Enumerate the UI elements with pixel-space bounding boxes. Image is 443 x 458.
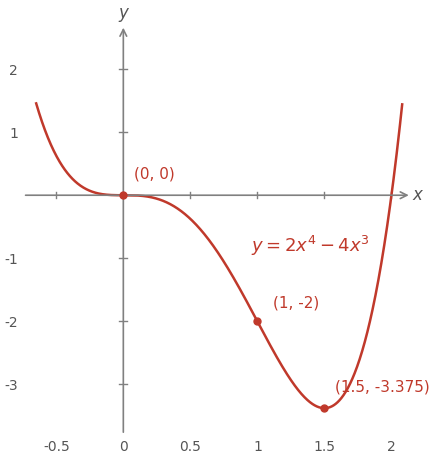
Text: $y = 2x^4 - 4x^3$: $y = 2x^4 - 4x^3$	[251, 234, 369, 258]
Text: (1.5, -3.375): (1.5, -3.375)	[335, 379, 430, 394]
Text: x: x	[413, 186, 423, 204]
Text: y: y	[118, 4, 128, 22]
Text: (1, -2): (1, -2)	[273, 295, 320, 310]
Text: (0, 0): (0, 0)	[134, 166, 175, 181]
